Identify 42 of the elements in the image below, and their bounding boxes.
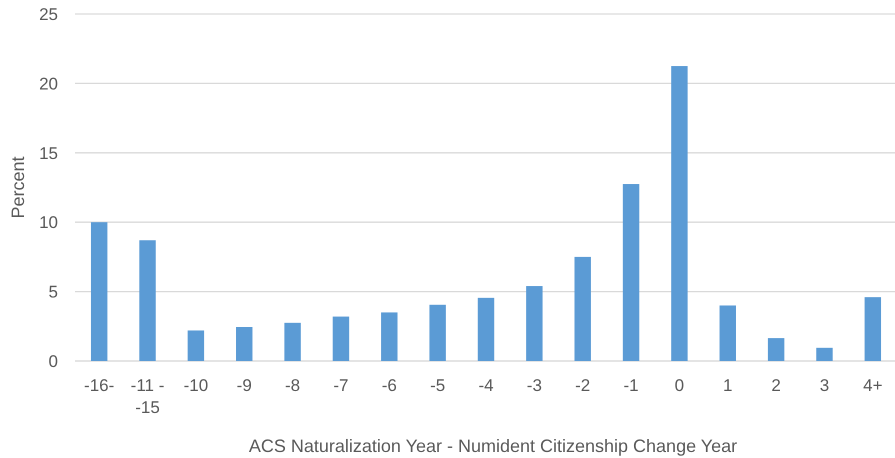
x-tick-label: -8 xyxy=(285,376,300,395)
bar xyxy=(478,298,494,361)
x-tick-label: -11 - -15 xyxy=(130,376,164,417)
x-tick-label: -1 xyxy=(623,376,639,395)
bar xyxy=(622,184,640,361)
bar xyxy=(236,326,252,361)
x-tick-label: 0 xyxy=(674,376,684,395)
x-tick-label: -7 xyxy=(333,376,349,395)
bar xyxy=(139,240,156,361)
x-tick-label: 1 xyxy=(723,376,732,395)
x-tick-label: -4 xyxy=(478,376,494,395)
bar xyxy=(816,348,833,361)
y-tick-label: 25 xyxy=(39,4,58,24)
x-tick-label: 4+ xyxy=(863,376,883,395)
bar xyxy=(720,305,736,361)
x-tick-label: -5 xyxy=(430,376,446,395)
x-tick-label: -3 xyxy=(526,376,542,395)
y-tick-label: 20 xyxy=(39,74,58,94)
x-tick-label: -10 xyxy=(184,376,208,395)
y-tick-label: 0 xyxy=(48,352,58,371)
y-tick-label: 15 xyxy=(39,144,58,163)
bar xyxy=(332,316,350,361)
y-axis-title: Percent xyxy=(8,156,28,219)
bar xyxy=(429,304,446,361)
x-tick-label: -2 xyxy=(575,376,590,395)
x-axis-title: ACS Naturalization Year - Numident Citizenship Change Year xyxy=(248,436,738,456)
bar xyxy=(768,338,784,361)
y-tick-label: 10 xyxy=(39,213,58,232)
x-tick-label: -16- xyxy=(84,376,114,395)
bar xyxy=(381,312,398,361)
x-tick-label: -9 xyxy=(236,376,252,395)
bar xyxy=(574,256,591,361)
x-tick-label: 2 xyxy=(771,376,781,395)
bar xyxy=(90,222,108,361)
bar xyxy=(188,330,204,361)
x-tick-label: -6 xyxy=(382,376,397,395)
x-tick-label: 3 xyxy=(820,376,830,395)
y-tick-label: 5 xyxy=(48,282,58,302)
bar xyxy=(864,297,882,361)
bar xyxy=(671,66,688,361)
bar xyxy=(526,286,543,361)
bar xyxy=(284,322,301,361)
